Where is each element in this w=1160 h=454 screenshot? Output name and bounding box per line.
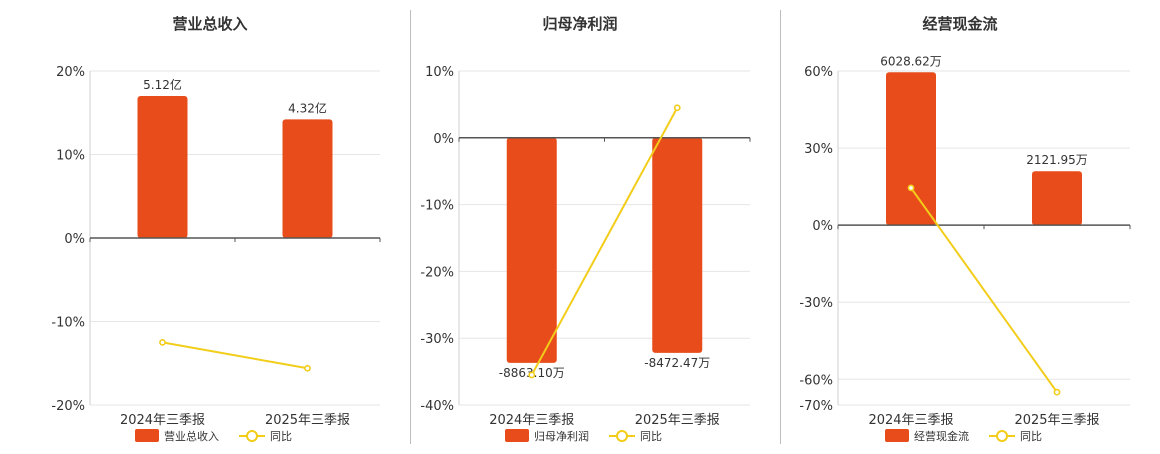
y-tick-label: -10% — [51, 316, 85, 331]
x-category-label: 2024年三季报 — [489, 413, 574, 428]
chart-title: 经营现金流 — [922, 15, 997, 33]
x-category-label: 2024年三季报 — [868, 413, 953, 428]
bar — [506, 137, 557, 363]
yoy-line — [530, 107, 679, 376]
bar — [1032, 171, 1082, 226]
chart-title: 归母净利润 — [542, 15, 617, 33]
legend-bar-label: 营业总收入 — [164, 429, 219, 443]
chart-title: 营业总收入 — [172, 15, 247, 33]
yoy-point — [159, 338, 166, 346]
yoy-line — [162, 341, 308, 370]
bar — [137, 96, 188, 238]
y-tick-label: -30% — [420, 332, 454, 347]
y-tick-label: 60% — [804, 65, 833, 80]
y-tick-label: 20% — [56, 65, 85, 80]
chart-panel-1: 营业总收入 20% 10% 0% -10% -20% 5.12亿 4.32亿 2024年三季报 2… — [51, 15, 381, 443]
legend-line-marker — [616, 430, 628, 442]
legend-line-label: 同比 — [270, 430, 292, 443]
bar — [652, 137, 703, 353]
y-tick-label: -20% — [420, 265, 454, 280]
bar-data-label: 2121.95万 — [1026, 153, 1088, 167]
legend-line-label: 同比 — [1020, 430, 1042, 443]
panel-divider — [780, 10, 781, 444]
y-tick-label: 0% — [64, 232, 85, 247]
bar-data-label: -8472.47万 — [644, 356, 710, 370]
chart-panel-3: 经营现金流 60% 30% 0% -30% -60% -70% 6028.62万 2121.95… — [799, 15, 1131, 443]
yoy-line — [910, 187, 1058, 393]
y-tick-label: -70% — [799, 399, 833, 414]
legend-line-label: 同比 — [640, 430, 662, 443]
y-tick-label: 10% — [56, 149, 85, 164]
panel-divider — [410, 10, 411, 444]
y-tick-label: -30% — [799, 296, 833, 311]
y-tick-label: -20% — [51, 399, 85, 414]
bar-data-label: 5.12亿 — [143, 77, 182, 92]
yoy-point — [907, 184, 915, 192]
yoy-point — [528, 371, 536, 379]
bar — [886, 72, 936, 226]
x-category-label: 2024年三季报 — [120, 413, 205, 428]
chart-panel-2: 归母净利润10%0%-10%-20%-30%-40%-8863.10万-8472… — [420, 15, 751, 443]
legend-bar-swatch — [885, 429, 909, 442]
bar-data-label: 4.32亿 — [288, 100, 327, 115]
y-tick-label: 30% — [804, 142, 833, 157]
yoy-point — [673, 104, 681, 112]
y-tick-label: -60% — [799, 373, 833, 388]
legend-bar-swatch — [135, 429, 159, 442]
y-tick-label: 0% — [812, 219, 833, 234]
y-tick-label: 10% — [425, 65, 454, 80]
legend-line-marker — [246, 430, 258, 442]
legend-bar-label: 经营现金流 — [914, 429, 969, 443]
legend-bar-swatch — [505, 429, 529, 442]
bar-data-label: 6028.62万 — [880, 54, 942, 68]
y-tick-label: 0% — [433, 132, 454, 147]
x-category-label: 2025年三季报 — [635, 413, 720, 428]
y-tick-label: -10% — [420, 199, 454, 214]
x-category-label: 2025年三季报 — [1014, 413, 1099, 428]
bar — [282, 119, 333, 238]
legend-bar-label: 归母净利润 — [534, 429, 589, 443]
legend-line-marker — [996, 430, 1008, 442]
x-category-label: 2025年三季报 — [265, 413, 350, 428]
y-tick-label: -40% — [420, 399, 454, 414]
yoy-point — [1053, 388, 1061, 396]
yoy-point — [304, 364, 311, 372]
